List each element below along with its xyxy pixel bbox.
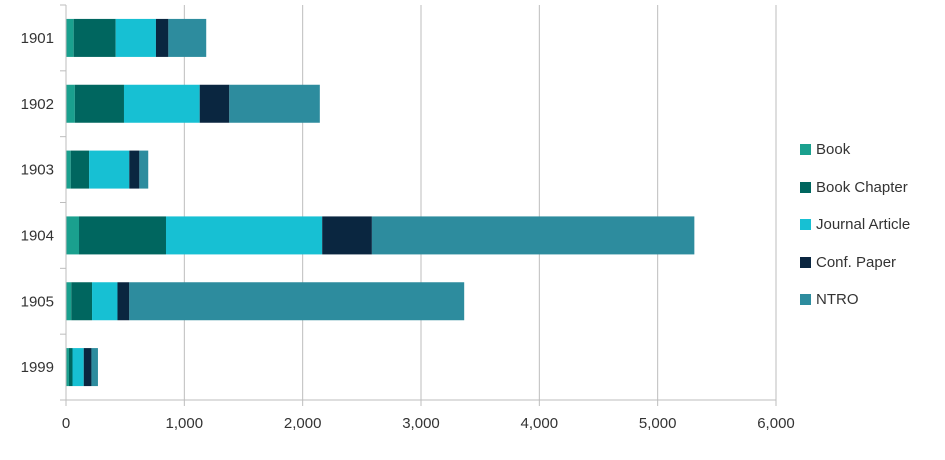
bar-1901-book-chapter	[73, 18, 116, 57]
bar-1902-book-chapter	[74, 84, 124, 123]
gridlines	[183, 5, 777, 400]
x-tick-labels: 0 1,000 2,000 3,000 4,000 5,000 6,000	[62, 415, 795, 432]
bar-1999-ntro	[91, 348, 98, 387]
legend-item-book: Book	[800, 131, 940, 169]
bar-1902-journal-article	[123, 84, 200, 123]
bar-1904-book	[66, 216, 80, 255]
legend-label: Conf. Paper	[816, 253, 897, 271]
y-tick-label: 1999	[21, 359, 54, 376]
legend-item-ntro: NTRO	[800, 281, 940, 319]
x-tick-label: 5,000	[639, 415, 677, 432]
x-tick-label: 1,000	[166, 415, 204, 432]
legend-item-conf-paper: Conf. Paper	[800, 244, 940, 282]
bar-1901-journal-article	[115, 18, 156, 57]
legend-item-journal-article: Journal Article	[800, 206, 940, 244]
bar-1999-conf-paper	[83, 348, 92, 387]
x-tick-label: 0	[62, 415, 70, 432]
bar-1903-journal-article	[89, 150, 130, 189]
axes	[60, 4, 777, 406]
bar-1901-ntro	[168, 18, 207, 57]
legend-swatch	[800, 256, 811, 268]
legend-swatch	[800, 219, 811, 231]
legend-label: NTRO	[816, 291, 859, 309]
legend-swatch	[800, 294, 811, 306]
legend-label: Book	[816, 141, 851, 159]
bar-1905-book-chapter	[71, 282, 93, 321]
bar-1904-ntro	[371, 216, 695, 255]
legend-label: Journal Article	[816, 216, 911, 234]
bar-1903-ntro	[139, 150, 149, 189]
bar-1999-book	[66, 348, 69, 387]
bars	[66, 18, 695, 387]
bar-1999-journal-article	[72, 348, 84, 387]
x-tick-label: 2,000	[284, 415, 322, 432]
bar-1904-journal-article	[165, 216, 323, 255]
bar-1902-ntro	[229, 84, 320, 123]
bar-1903-book	[66, 150, 71, 189]
y-tick-labels: 1901 1902 1903 1904 1905 1999	[21, 30, 54, 376]
bar-1904-conf-paper	[322, 216, 372, 255]
y-tick-label: 1901	[21, 30, 54, 47]
bar-1902-conf-paper	[199, 84, 230, 123]
legend-swatch	[800, 144, 811, 156]
bar-1905-book	[66, 282, 72, 321]
y-tick-label: 1904	[21, 227, 54, 244]
bar-1905-conf-paper	[117, 282, 130, 321]
bar-1901-book	[66, 18, 74, 57]
y-tick-label: 1905	[21, 293, 54, 310]
bar-1905-ntro	[129, 282, 465, 321]
x-tick-label: 4,000	[521, 415, 559, 432]
legend-label: Book Chapter	[816, 178, 908, 196]
bar-1903-conf-paper	[129, 150, 140, 189]
x-tick-label: 6,000	[757, 415, 795, 432]
legend-swatch	[800, 181, 811, 193]
bar-1999-book-chapter	[68, 348, 73, 387]
bar-1905-journal-article	[92, 282, 118, 321]
legend-item-book-chapter: Book Chapter	[800, 169, 940, 207]
x-tick-label: 3,000	[402, 415, 440, 432]
bar-1904-book-chapter	[79, 216, 166, 255]
bar-1903-book-chapter	[70, 150, 90, 189]
bar-1902-book	[66, 84, 75, 123]
y-tick-label: 1902	[21, 96, 54, 113]
y-tick-label: 1903	[21, 162, 54, 179]
legend: Book Book Chapter Journal Article Conf. Pap…	[800, 131, 940, 319]
bar-1901-conf-paper	[155, 18, 169, 57]
